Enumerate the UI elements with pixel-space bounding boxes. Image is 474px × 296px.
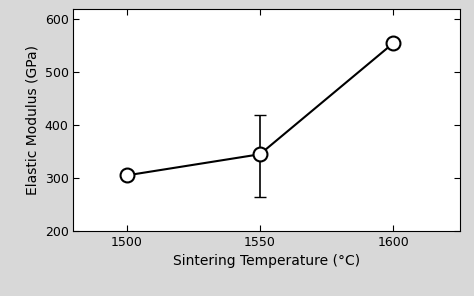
- X-axis label: Sintering Temperature (°C): Sintering Temperature (°C): [173, 254, 360, 268]
- Y-axis label: Elastic Modulus (GPa): Elastic Modulus (GPa): [25, 45, 39, 195]
